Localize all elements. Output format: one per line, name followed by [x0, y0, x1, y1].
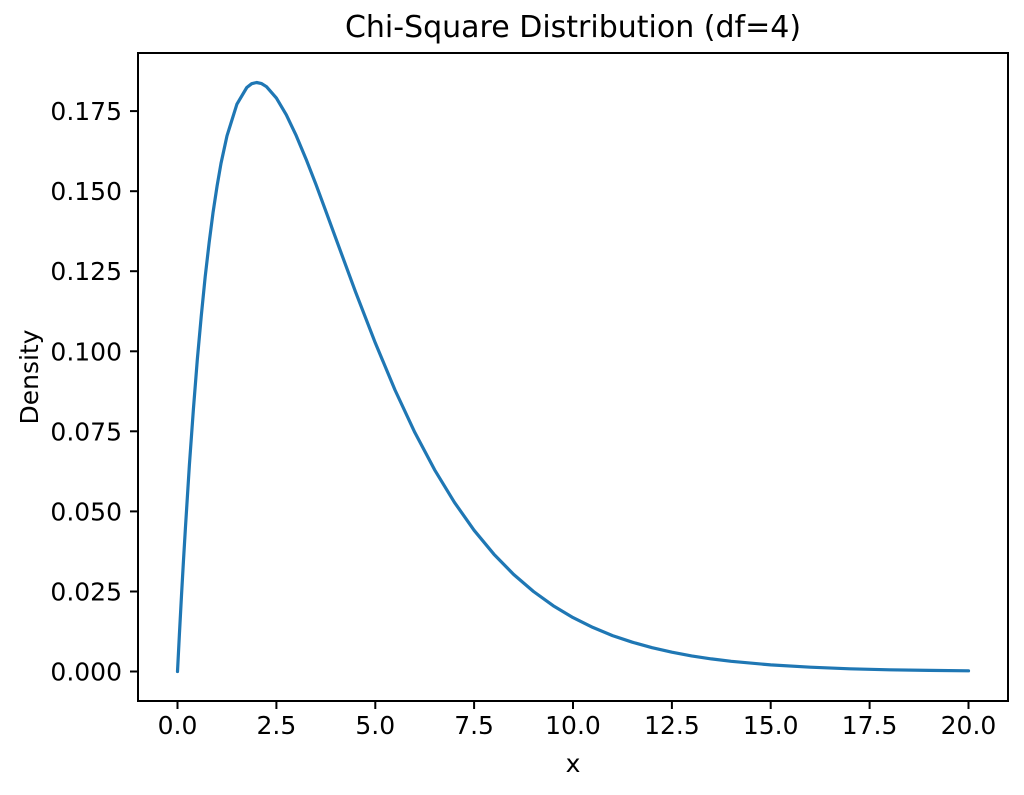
- plot-border: [137, 52, 1009, 702]
- x-axis-ticks: 0.0 2.5 5.0 7.5 10.0 12.5 15.0 17.5 20.0: [158, 701, 997, 740]
- x-tick-label: 17.5: [842, 711, 898, 740]
- x-tick-label: 0.0: [158, 711, 198, 740]
- x-tick-label: 20.0: [941, 711, 997, 740]
- x-axis-label: x: [566, 749, 581, 778]
- y-tick-label: 0.125: [50, 257, 122, 286]
- x-tick-label: 10.0: [545, 711, 601, 740]
- y-tick-label: 0.175: [50, 97, 122, 126]
- x-tick-label: 2.5: [257, 711, 297, 740]
- density-curve: [175, 80, 971, 674]
- y-tick-label: 0.150: [50, 177, 122, 206]
- y-axis-ticks: 0.000 0.025 0.050 0.075 0.100 0.125 0.150 0.175: [50, 97, 138, 687]
- y-tick-label: 0.050: [50, 497, 122, 526]
- x-tick-label: 15.0: [743, 711, 799, 740]
- y-axis-label: Density: [15, 329, 44, 424]
- chart-title: Chi-Square Distribution (df=4): [345, 10, 801, 45]
- y-tick-label: 0.000: [50, 658, 122, 687]
- y-tick-label: 0.025: [50, 578, 122, 607]
- x-tick-label: 7.5: [454, 711, 494, 740]
- x-tick-label: 5.0: [355, 711, 395, 740]
- y-tick-label: 0.075: [50, 417, 122, 446]
- y-tick-label: 0.100: [50, 337, 122, 366]
- x-tick-label: 12.5: [644, 711, 700, 740]
